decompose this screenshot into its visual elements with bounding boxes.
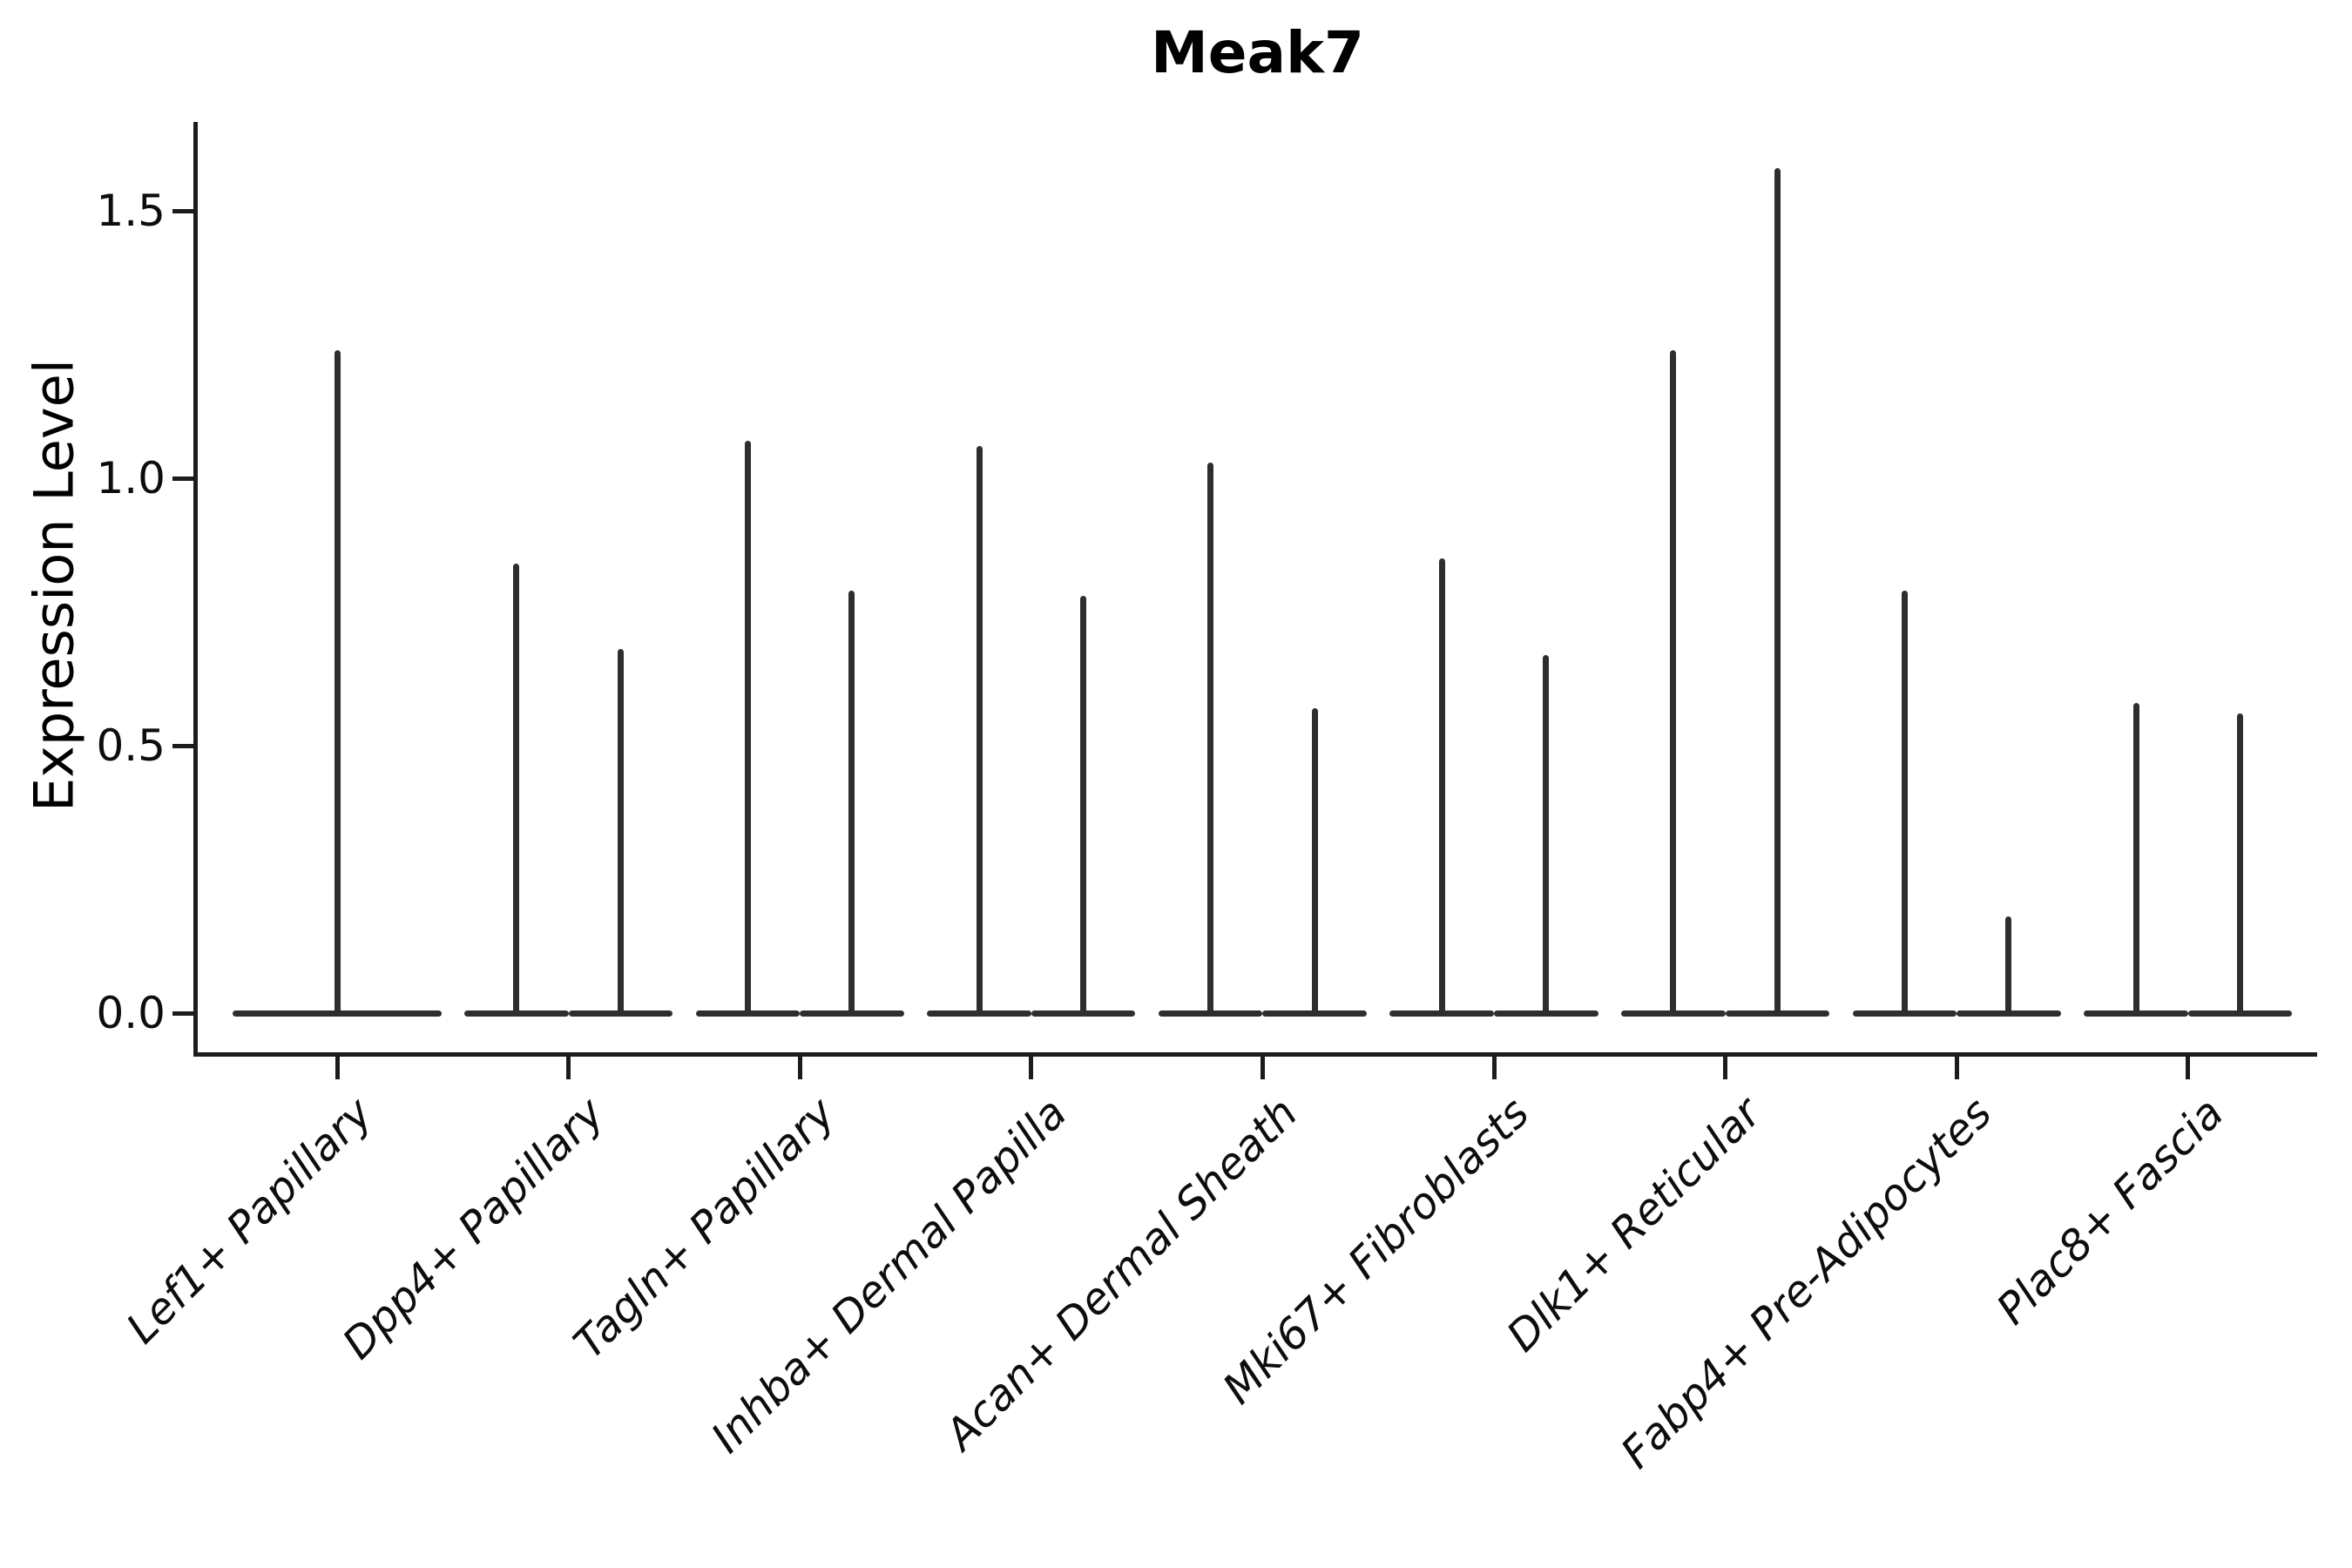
- violin-spike: [1080, 596, 1087, 1013]
- violin-spike: [744, 441, 751, 1013]
- y-tick-label: 0.5: [96, 720, 166, 771]
- violin-baseline: [1725, 1010, 1830, 1017]
- violin-baseline: [1494, 1010, 1598, 1017]
- violin-spike: [848, 590, 855, 1013]
- violin-spike: [1774, 167, 1781, 1013]
- violin-baseline: [1158, 1010, 1263, 1017]
- violin-baseline: [695, 1010, 801, 1017]
- violin-spike: [1311, 708, 1318, 1013]
- y-tick-mark: [172, 743, 193, 748]
- violin-spike: [513, 564, 520, 1013]
- x-tick-label: Dlk1+ Reticular: [1497, 1088, 1771, 1362]
- violin-baseline: [464, 1010, 569, 1017]
- violin-baseline: [2187, 1010, 2293, 1017]
- violin-baseline: [1389, 1010, 1494, 1017]
- violin-spike: [1670, 349, 1677, 1013]
- violin-spike: [1207, 462, 1214, 1013]
- x-tick-label: Plac8+ Fascia: [1986, 1088, 2234, 1335]
- violin-spike: [1901, 590, 1908, 1013]
- violin-spike: [1543, 654, 1550, 1013]
- violin-baseline: [233, 1010, 442, 1017]
- violin-spike: [2132, 702, 2139, 1013]
- violin-spike: [2005, 916, 2012, 1013]
- x-tick-mark: [1491, 1057, 1497, 1079]
- violin-baseline: [1031, 1010, 1136, 1017]
- x-tick-label: Tagln+ Papillary: [564, 1088, 845, 1369]
- x-tick-mark: [335, 1057, 340, 1079]
- x-axis-spine: [193, 1052, 2317, 1057]
- x-tick-label: Dpp4+ Papillary: [333, 1088, 614, 1369]
- chart-title: Meak7: [1151, 19, 1364, 86]
- violin-spike: [976, 446, 983, 1013]
- y-tick-label: 1.0: [96, 453, 166, 504]
- x-tick-mark: [1954, 1057, 1959, 1079]
- x-tick-mark: [1029, 1057, 1034, 1079]
- violin-baseline: [1621, 1010, 1726, 1017]
- x-tick-label: Lef1+ Papillary: [117, 1088, 382, 1354]
- violin-baseline: [1262, 1010, 1367, 1017]
- x-tick-mark: [566, 1057, 571, 1079]
- y-tick-label: 0.0: [96, 988, 166, 1038]
- y-tick-mark: [172, 208, 193, 213]
- y-tick-mark: [172, 1010, 193, 1016]
- y-tick-label: 1.5: [96, 186, 166, 236]
- x-tick-mark: [1260, 1057, 1265, 1079]
- violin-baseline: [927, 1010, 1031, 1017]
- violin-baseline: [2084, 1010, 2188, 1017]
- violin-baseline: [1957, 1010, 2061, 1017]
- x-tick-mark: [797, 1057, 802, 1079]
- x-tick-mark: [2186, 1057, 2191, 1079]
- x-tick-mark: [1723, 1057, 1728, 1079]
- violin-spike: [334, 349, 341, 1013]
- violin-spike: [1438, 558, 1445, 1013]
- y-axis-spine: [193, 122, 198, 1057]
- violin-baseline: [800, 1010, 904, 1017]
- violin-baseline: [1852, 1010, 1957, 1017]
- y-tick-mark: [172, 476, 193, 481]
- violin-spike: [2237, 713, 2244, 1013]
- violin-spike: [617, 649, 624, 1013]
- x-tick-label: Fabp4+ Pre-Adipocytes: [1612, 1088, 2002, 1478]
- violin-baseline: [568, 1010, 673, 1017]
